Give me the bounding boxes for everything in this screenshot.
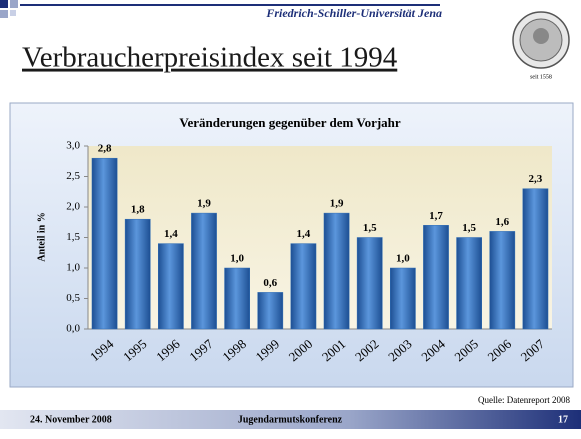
bar — [522, 188, 549, 330]
y-tick-label: 3,0 — [66, 140, 80, 152]
y-tick-label: 2,0 — [66, 201, 80, 213]
bar — [390, 267, 416, 330]
y-tick-label: 1,5 — [66, 231, 80, 243]
value-label: 1,8 — [131, 204, 145, 216]
chart-title: Veränderungen gegenüber dem Vorjahr — [179, 115, 401, 130]
bar — [224, 267, 250, 330]
heading: Verbraucherpreisindex seit 1994 — [22, 42, 398, 74]
value-label: 1,5 — [462, 222, 476, 234]
bar — [456, 237, 482, 330]
y-axis-label: Anteil in % — [36, 212, 47, 261]
footer-page: 17 — [558, 414, 568, 425]
value-label: 1,9 — [330, 198, 344, 210]
footer-bar — [0, 410, 581, 429]
bar — [124, 218, 151, 330]
bar — [356, 237, 383, 330]
bar — [489, 231, 516, 330]
source: Quelle: Datenreport 2008 — [478, 395, 570, 405]
bar — [257, 292, 284, 330]
value-label: 1,0 — [230, 253, 244, 265]
seal — [512, 11, 570, 69]
seal-text: seit 1558 — [530, 74, 552, 80]
bar — [158, 243, 184, 330]
plot-area — [88, 146, 552, 329]
bar — [423, 225, 449, 330]
value-label: 1,5 — [363, 222, 377, 234]
value-label: 2,3 — [529, 173, 543, 185]
y-tick-label: 2,5 — [66, 170, 80, 182]
university: Friedrich-Schiller-Universität Jena — [265, 6, 442, 20]
value-label: 1,4 — [164, 228, 178, 240]
bar — [323, 212, 350, 330]
y-tick-label: 0,5 — [66, 292, 80, 304]
y-tick-label: 1,0 — [66, 262, 80, 274]
y-tick-label: 0,0 — [66, 323, 80, 335]
bar — [191, 212, 217, 330]
value-label: 1,4 — [297, 228, 311, 240]
value-label: 2,8 — [98, 143, 112, 155]
bar — [91, 157, 118, 330]
header-decoration — [0, 0, 440, 18]
value-label: 1,0 — [396, 253, 410, 265]
footer-date: 24. November 2008 — [30, 414, 112, 425]
value-label: 1,6 — [495, 216, 509, 228]
value-label: 1,9 — [197, 198, 211, 210]
bar — [290, 243, 317, 330]
value-label: 1,7 — [429, 210, 443, 222]
value-label: 0,6 — [263, 277, 277, 289]
footer-event: Jugendarmutskonferenz — [238, 414, 343, 425]
